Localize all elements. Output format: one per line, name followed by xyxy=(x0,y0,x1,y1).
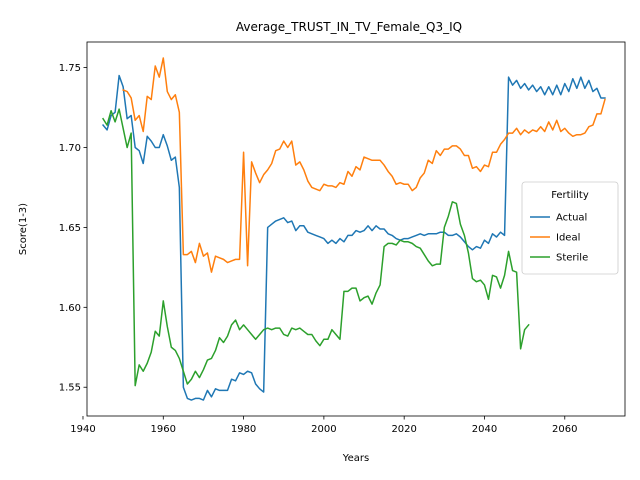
y-tick-label: 1.60 xyxy=(59,303,81,314)
axes-frame xyxy=(86,41,626,417)
x-tick-label: 2020 xyxy=(391,424,416,435)
x-tick-label: 2000 xyxy=(311,424,336,435)
legend-label-ideal: Ideal xyxy=(556,233,580,244)
series-line-sterile xyxy=(102,108,530,387)
series-line-ideal xyxy=(122,57,606,273)
y-tick-label: 1.70 xyxy=(59,143,81,154)
legend-title: Fertility xyxy=(551,190,589,201)
legend-entries: Actual Ideal Sterile xyxy=(530,213,588,264)
x-tick-label: 2040 xyxy=(472,424,497,435)
x-tick-label: 1960 xyxy=(151,424,176,435)
legend-label-sterile: Sterile xyxy=(556,253,588,264)
y-axis-ticks: 1.55 1.60 1.65 1.70 1.75 xyxy=(59,63,87,394)
plot-area xyxy=(102,57,606,401)
y-axis-label: Score(1-3) xyxy=(18,203,29,255)
legend-label-actual: Actual xyxy=(556,213,587,224)
y-tick-label: 1.55 xyxy=(59,383,81,394)
x-axis-label: Years xyxy=(342,453,369,464)
chart-title: Average_TRUST_IN_TV_Female_Q3_IQ xyxy=(236,20,462,34)
series-line-actual xyxy=(102,74,606,401)
x-axis-ticks: 1940 1960 1980 2000 2020 2040 2060 xyxy=(70,416,578,435)
legend-box xyxy=(521,181,619,275)
x-tick-label: 1940 xyxy=(70,424,95,435)
y-tick-label: 1.65 xyxy=(59,223,81,234)
legend: Fertility Actual Ideal Sterile xyxy=(521,181,619,275)
y-tick-label: 1.75 xyxy=(59,63,81,74)
x-tick-label: 1980 xyxy=(231,424,256,435)
x-tick-label: 2060 xyxy=(552,424,577,435)
